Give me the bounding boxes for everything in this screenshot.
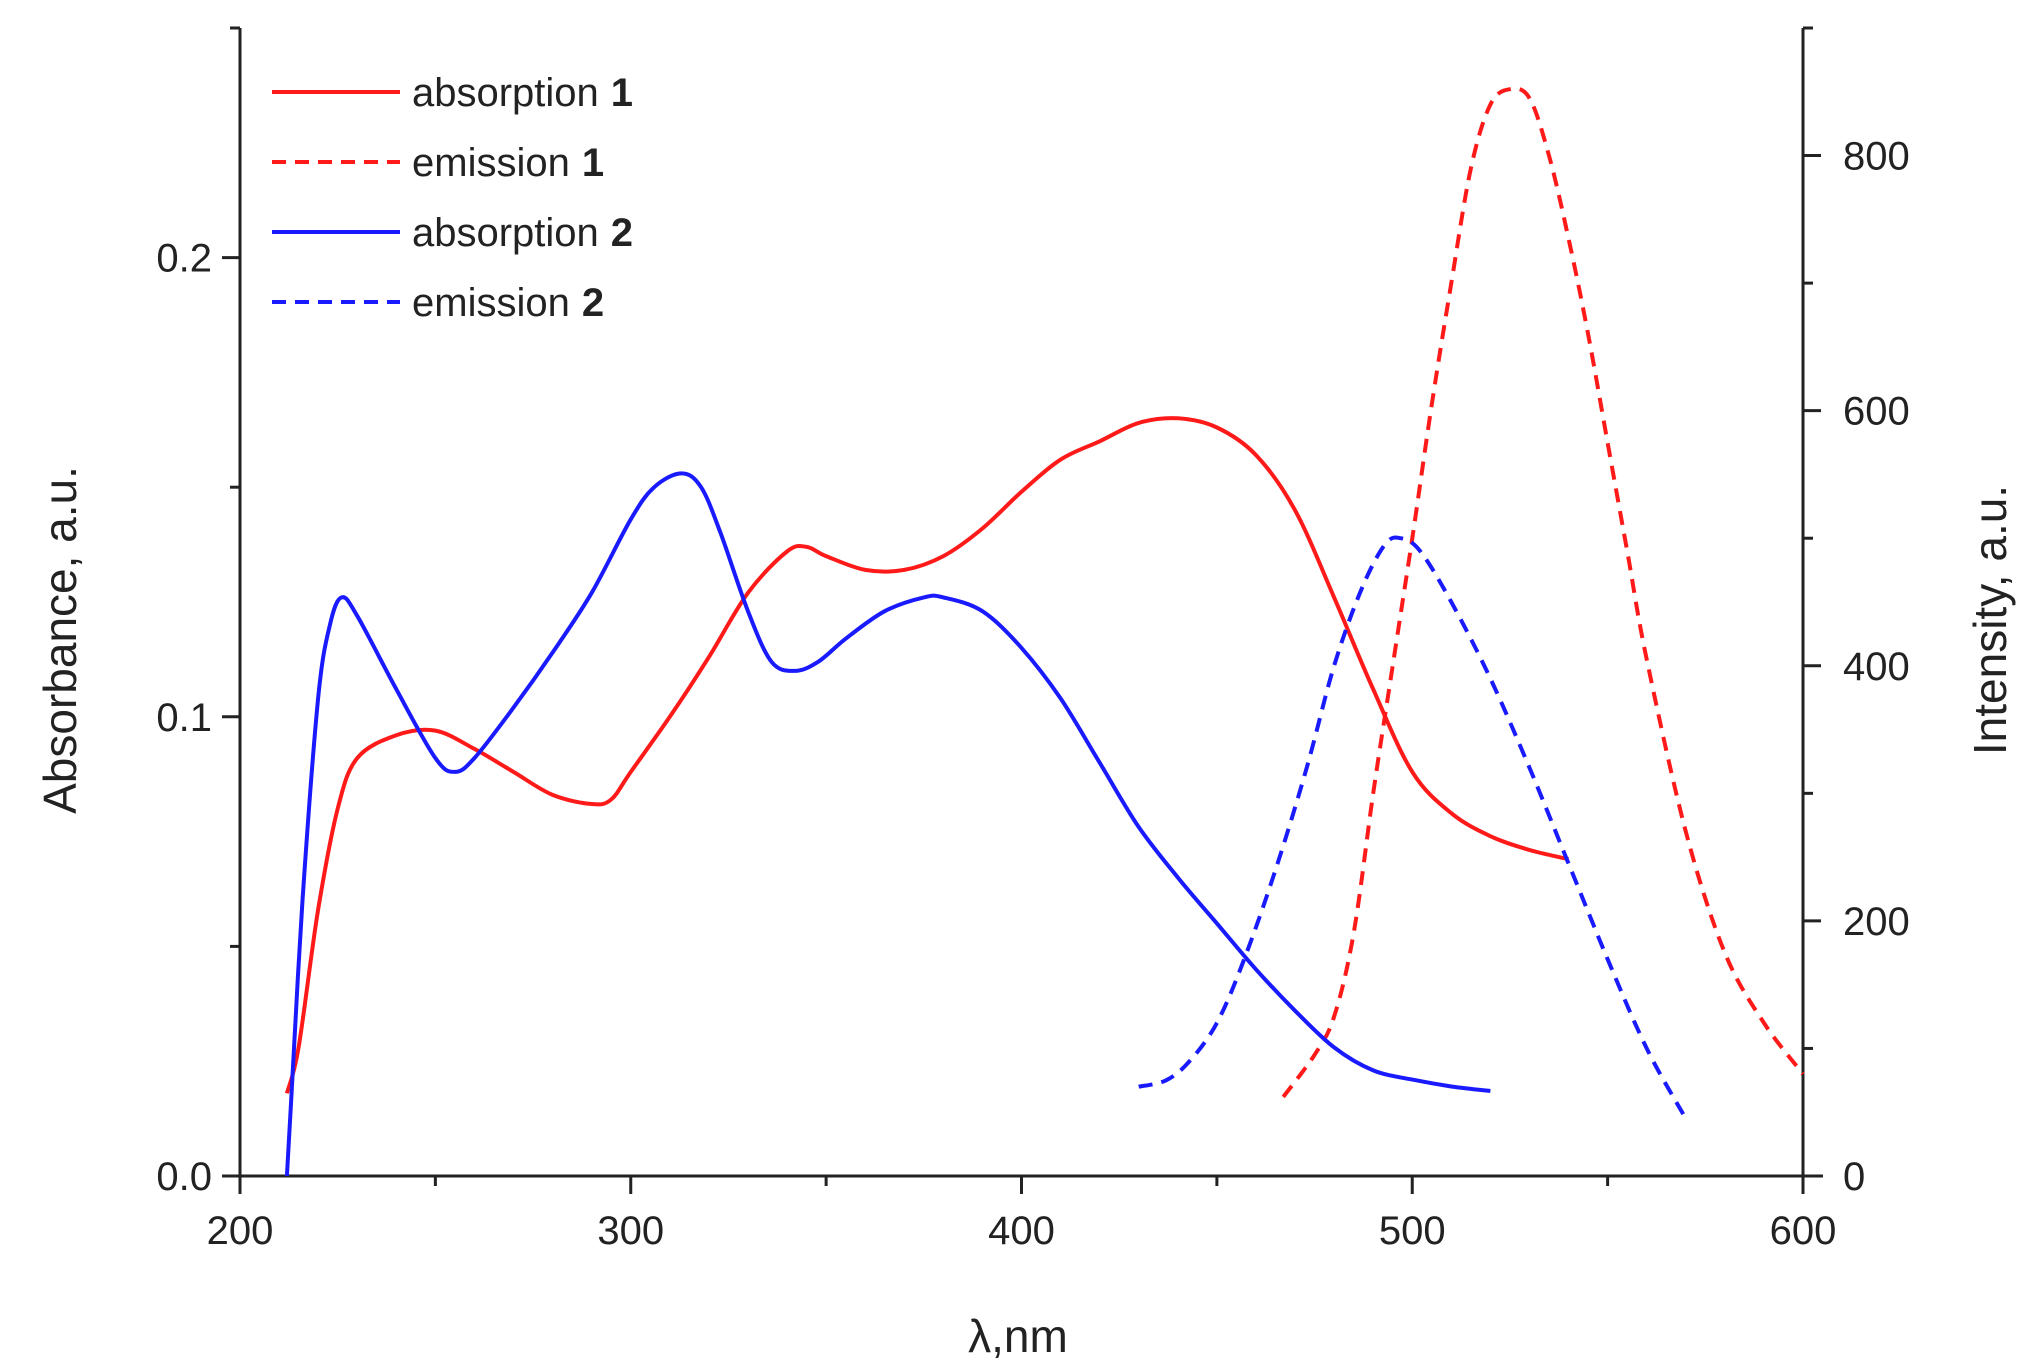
emission-1-line [1281, 86, 1805, 1099]
x-axis: 200 300 400 500 600 [207, 1176, 1837, 1253]
legend-item-absorption-2: absorption 2 [272, 211, 633, 255]
legend: absorption 1 emission 1 absorption 2 emission 2 [272, 71, 633, 325]
emission-2-line [1138, 535, 1688, 1120]
x-tick-label: 600 [1770, 1209, 1837, 1253]
legend-series-name: emission [412, 141, 570, 185]
y-right-tick-label: 0 [1843, 1155, 1865, 1199]
left-y-axis: 0.0 0.1 0.2 [156, 26, 240, 1199]
right-y-axis-title: Intensity, a.u. [1964, 485, 2016, 755]
legend-series-name: emission [412, 281, 570, 325]
legend-label: emission 1 [412, 141, 604, 185]
x-tick-label: 200 [207, 1209, 274, 1253]
absorption-1-line [284, 416, 1569, 1094]
legend-series-name: absorption [412, 71, 599, 115]
y-right-tick-label: 400 [1843, 645, 1910, 689]
y-left-tick-label: 0.1 [156, 696, 212, 740]
right-y-axis: 0 200 400 600 800 [1803, 26, 1910, 1199]
legend-compound-number: 1 [582, 141, 604, 185]
legend-compound-number: 2 [611, 211, 633, 255]
legend-item-absorption-1: absorption 1 [272, 71, 633, 115]
left-y-axis-title: Absorbance, a.u. [34, 466, 86, 814]
absorption-2-line [284, 471, 1491, 1177]
y-right-tick-label: 800 [1843, 135, 1910, 179]
y-right-tick-label: 600 [1843, 390, 1910, 434]
y-right-tick-label: 200 [1843, 900, 1910, 944]
x-axis-title: λ,nm [968, 1310, 1068, 1362]
legend-label: absorption 1 [412, 71, 633, 115]
legend-label: emission 2 [412, 281, 604, 325]
legend-compound-number: 2 [582, 281, 604, 325]
legend-label: absorption 2 [412, 211, 633, 255]
legend-series-name: absorption [412, 211, 599, 255]
x-tick-label: 400 [988, 1209, 1055, 1253]
legend-item-emission-1: emission 1 [272, 141, 604, 185]
x-tick-label: 300 [597, 1209, 664, 1253]
y-left-tick-label: 0.2 [156, 237, 212, 281]
y-left-tick-label: 0.0 [156, 1155, 212, 1199]
legend-compound-number: 1 [611, 71, 633, 115]
plot-frame [238, 28, 1823, 1178]
x-tick-label: 500 [1379, 1209, 1446, 1253]
legend-item-emission-2: emission 2 [272, 281, 604, 325]
series-layer [284, 86, 1805, 1177]
